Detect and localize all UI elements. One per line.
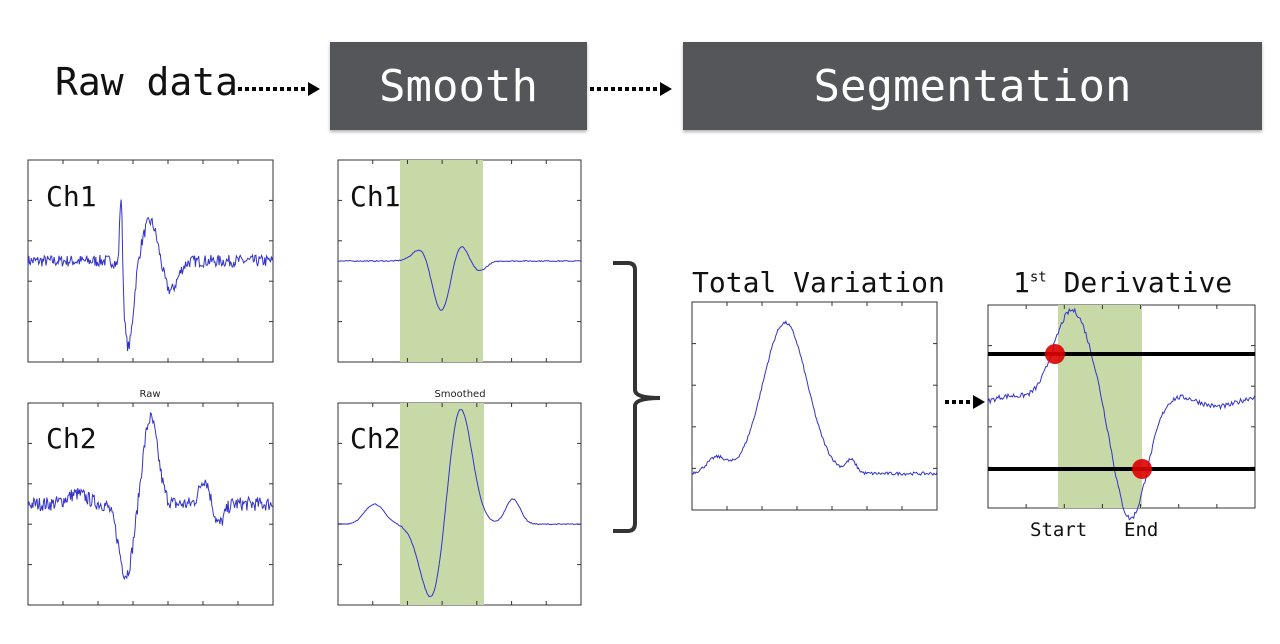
raw-ch2-signal bbox=[27, 412, 274, 581]
smoothed-ch1-signal bbox=[337, 246, 582, 311]
arrow-tv-to-derivative-head bbox=[973, 395, 985, 409]
total-variation-title: Total Variation bbox=[692, 266, 945, 299]
derivative-title-number: 1 bbox=[1013, 266, 1030, 299]
smoothed-ch2-label: Ch2 bbox=[350, 422, 401, 455]
smoothed-ch1-plot-highlight-band bbox=[400, 160, 483, 362]
raw-plot-title: Raw bbox=[139, 389, 161, 400]
smoothed-ch1-label: Ch1 bbox=[350, 180, 401, 213]
start-marker bbox=[1045, 344, 1065, 364]
derivative-title: 1st Derivative bbox=[1013, 266, 1232, 299]
arrow-raw-to-smooth-head bbox=[308, 82, 320, 96]
end-label: End bbox=[1124, 519, 1159, 541]
raw-ch1-signal bbox=[27, 199, 274, 352]
derivative-signal bbox=[987, 307, 1256, 521]
start-label: Start bbox=[1030, 519, 1088, 541]
bracket bbox=[613, 261, 661, 533]
derivative-plot-highlight-band bbox=[1058, 305, 1142, 508]
smoothed-ch2-plot-highlight-band bbox=[400, 403, 484, 605]
derivative-title-rest: Derivative bbox=[1063, 266, 1233, 299]
total-variation-plot-frame bbox=[691, 301, 938, 511]
raw-ch1-plot-frame bbox=[27, 159, 274, 363]
segmentation-stage-box: Segmentation bbox=[683, 42, 1262, 130]
smoothed-ch2-signal bbox=[337, 408, 582, 598]
raw-ch1-label: Ch1 bbox=[46, 180, 97, 213]
smooth-stage-box: Smooth bbox=[330, 42, 587, 130]
total-variation-signal bbox=[691, 320, 938, 477]
smoothed-plot-title: Smoothed bbox=[434, 389, 486, 400]
end-marker bbox=[1132, 459, 1152, 479]
raw-ch2-label: Ch2 bbox=[46, 422, 97, 455]
raw-ch2-plot-frame bbox=[27, 402, 274, 606]
arrow-smooth-to-segmentation-head bbox=[660, 82, 672, 96]
raw-data-label: Raw data bbox=[55, 60, 239, 104]
derivative-title-sup: st bbox=[1029, 269, 1047, 286]
